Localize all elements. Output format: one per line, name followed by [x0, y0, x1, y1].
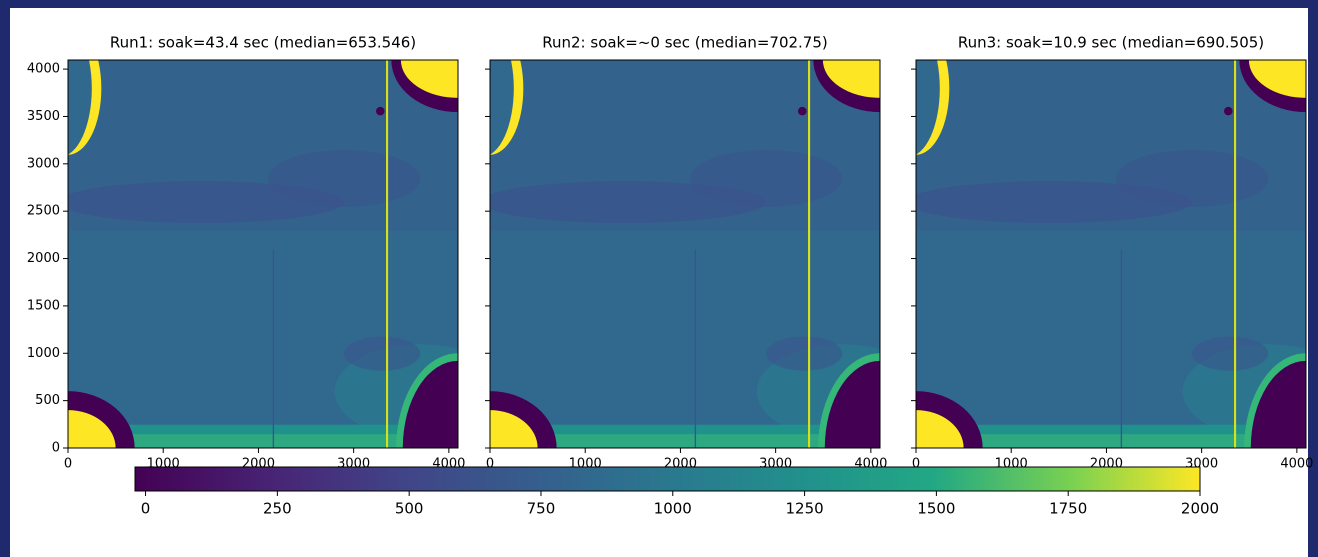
image-region [267, 149, 421, 207]
image-region [1234, 60, 1237, 448]
x-tick-label: 4000 [1280, 457, 1313, 472]
image-region [1115, 149, 1269, 207]
x-tick-label: 0 [486, 457, 494, 472]
y-tick-label: 4000 [27, 62, 60, 77]
image-region [68, 410, 116, 448]
image-region [490, 181, 767, 223]
axes-frame [489, 59, 881, 449]
y-tick-label: 0 [52, 441, 60, 456]
y-tick-label: 3000 [27, 156, 60, 171]
image-region [824, 360, 880, 448]
colorbar-tick-label: 1000 [654, 500, 692, 518]
colorbar-tick-label: 1250 [785, 500, 823, 518]
chart-title: Run2: soak=~0 sec (median=702.75) [542, 34, 828, 52]
colorbar-tick-label: 0 [141, 500, 151, 518]
colorbar-tick-label: 500 [395, 500, 424, 518]
image-region [386, 60, 389, 448]
image-region [916, 434, 1306, 448]
image-region [1248, 60, 1306, 98]
image-region [1250, 360, 1306, 448]
image-region [916, 60, 940, 155]
y-tick-label: 1500 [27, 298, 60, 313]
image-region [1224, 106, 1233, 116]
image-region [68, 60, 92, 155]
image-region [400, 60, 458, 98]
colorbar-tick-label: 1750 [1049, 500, 1087, 518]
image-region [808, 60, 811, 448]
axes-frame [67, 59, 459, 449]
image-region [490, 434, 880, 448]
colorbar [134, 466, 1201, 492]
chart-title: Run3: soak=10.9 sec (median=690.505) [958, 34, 1264, 52]
colorbar-tick-label: 250 [263, 500, 292, 518]
image-region [402, 360, 458, 448]
x-tick-label: 0 [912, 457, 920, 472]
axes-frame [915, 59, 1307, 449]
y-tick-label: 2500 [27, 204, 60, 219]
colorbar-tick-label: 750 [527, 500, 556, 518]
heatmap-image [490, 60, 880, 448]
y-tick-label: 2000 [27, 251, 60, 266]
image-region [68, 434, 458, 448]
x-tick-label: 0 [64, 457, 72, 472]
image-region [1120, 249, 1123, 448]
heatmap-image [68, 60, 458, 448]
image-region [490, 410, 538, 448]
image-region [766, 336, 843, 371]
image-region [376, 106, 385, 116]
colorbar-tick-label: 1500 [917, 500, 955, 518]
colorbar-tick-label: 2000 [1181, 500, 1219, 518]
image-region [1192, 336, 1269, 371]
y-tick-label: 3500 [27, 109, 60, 124]
image-region [689, 149, 843, 207]
image-region [490, 60, 514, 155]
y-tick-label: 1000 [27, 346, 60, 361]
image-region [916, 410, 964, 448]
image-region [798, 106, 807, 116]
image-region [272, 249, 275, 448]
image-region [916, 181, 1193, 223]
y-tick-label: 500 [35, 393, 60, 408]
image-region [344, 336, 421, 371]
image-region [822, 60, 880, 98]
image-region [68, 181, 345, 223]
image-region [694, 249, 697, 448]
heatmap-image [916, 60, 1306, 448]
chart-title: Run1: soak=43.4 sec (median=653.546) [110, 34, 416, 52]
